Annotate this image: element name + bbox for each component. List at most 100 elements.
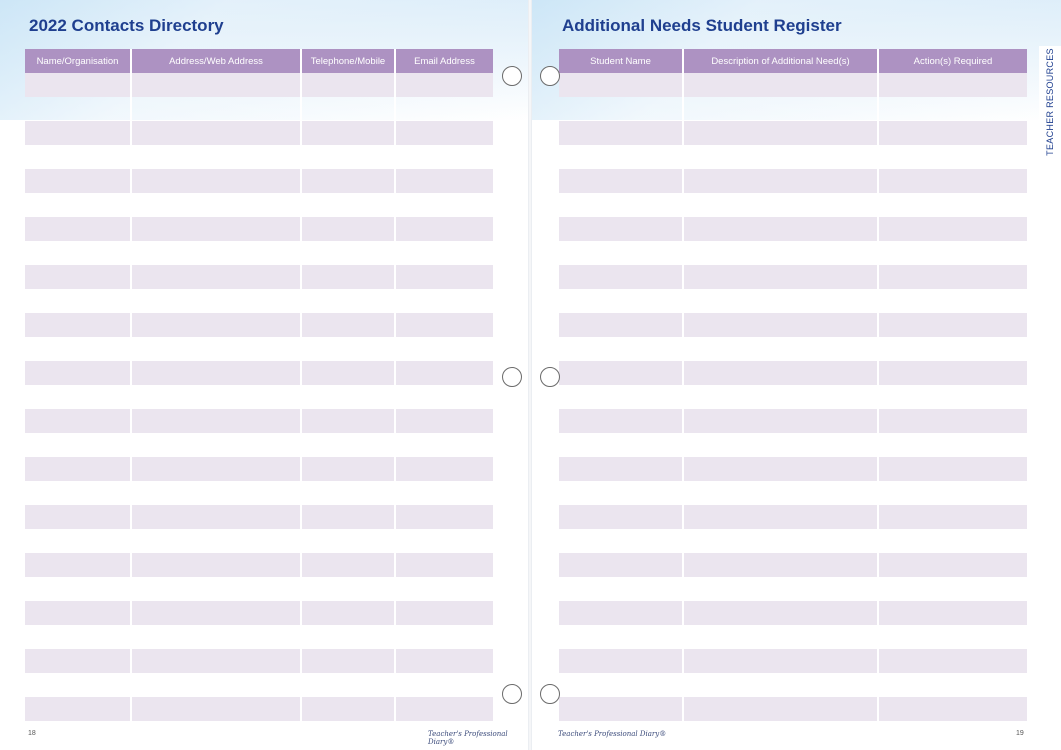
table-row xyxy=(559,265,1027,289)
table-cell xyxy=(25,505,132,529)
table-row xyxy=(25,481,493,505)
table-cell xyxy=(302,649,396,673)
page-number: 19 xyxy=(1016,730,1024,737)
table-cell xyxy=(132,169,302,193)
table-row xyxy=(25,673,493,697)
table-cell xyxy=(559,241,684,265)
table-cell xyxy=(302,313,396,337)
table-header-row: Student Name Description of Additional N… xyxy=(559,49,1027,73)
table-cell xyxy=(25,241,132,265)
table-row xyxy=(559,385,1027,409)
table-cell xyxy=(25,121,132,145)
table-cell xyxy=(302,73,396,97)
table-cell xyxy=(559,97,684,121)
table-cell xyxy=(684,97,879,121)
table-cell xyxy=(559,217,684,241)
table-row xyxy=(25,313,493,337)
table-cell xyxy=(302,193,396,217)
binder-hole xyxy=(502,684,522,704)
binder-hole xyxy=(502,66,522,86)
table-row xyxy=(559,697,1027,721)
table-cell xyxy=(25,601,132,625)
table-row xyxy=(559,505,1027,529)
table-cell xyxy=(302,361,396,385)
table-cell xyxy=(879,241,1027,265)
table-cell xyxy=(302,433,396,457)
table-cell xyxy=(302,169,396,193)
side-tab-label: TEACHER RESOURCES xyxy=(1045,48,1055,156)
table-cell xyxy=(559,193,684,217)
table-cell xyxy=(396,121,493,145)
table-row xyxy=(25,385,493,409)
binder-hole xyxy=(540,367,560,387)
table-cell xyxy=(684,529,879,553)
table-cell xyxy=(25,97,132,121)
table-cell xyxy=(132,121,302,145)
binder-hole xyxy=(502,367,522,387)
table-cell xyxy=(684,433,879,457)
table-cell xyxy=(684,673,879,697)
footer-brand: Teacher's Professional Diary® xyxy=(558,730,667,738)
table-cell xyxy=(879,73,1027,97)
table-cell xyxy=(684,577,879,601)
table-cell xyxy=(25,529,132,553)
table-cell xyxy=(25,337,132,361)
table-cell xyxy=(396,313,493,337)
table-row xyxy=(559,649,1027,673)
table-cell xyxy=(302,265,396,289)
table-cell xyxy=(132,241,302,265)
table-cell xyxy=(396,265,493,289)
table-cell xyxy=(879,649,1027,673)
table-cell xyxy=(559,457,684,481)
page-title: Additional Needs Student Register xyxy=(562,16,842,35)
table-row xyxy=(559,433,1027,457)
table-row xyxy=(559,553,1027,577)
student-register-table: Student Name Description of Additional N… xyxy=(559,49,1027,721)
table-cell xyxy=(25,169,132,193)
table-cell xyxy=(132,361,302,385)
table-row xyxy=(559,217,1027,241)
table-row xyxy=(25,577,493,601)
table-cell xyxy=(684,457,879,481)
table-cell xyxy=(879,577,1027,601)
table-cell xyxy=(132,625,302,649)
table-cell xyxy=(684,217,879,241)
table-row xyxy=(25,505,493,529)
column-header-email: Email Address xyxy=(396,49,493,73)
table-row xyxy=(25,145,493,169)
contacts-table: Name/Organisation Address/Web Address Te… xyxy=(25,49,493,721)
table-cell xyxy=(25,673,132,697)
table-row xyxy=(25,625,493,649)
table-cell xyxy=(132,385,302,409)
column-header-name: Name/Organisation xyxy=(25,49,132,73)
table-cell xyxy=(25,577,132,601)
table-cell xyxy=(302,625,396,649)
table-cell xyxy=(132,193,302,217)
table-cell xyxy=(302,505,396,529)
table-cell xyxy=(302,601,396,625)
table-row xyxy=(559,601,1027,625)
table-cell xyxy=(396,529,493,553)
table-row xyxy=(25,73,493,97)
table-cell xyxy=(879,97,1027,121)
table-cell xyxy=(879,217,1027,241)
table-row xyxy=(25,529,493,553)
table-row xyxy=(25,337,493,361)
table-cell xyxy=(132,337,302,361)
table-cell xyxy=(879,265,1027,289)
table-cell xyxy=(302,673,396,697)
table-cell xyxy=(132,433,302,457)
table-cell xyxy=(396,217,493,241)
table-cell xyxy=(879,553,1027,577)
table-cell xyxy=(559,409,684,433)
table-cell xyxy=(684,625,879,649)
column-header-actions: Action(s) Required xyxy=(879,49,1027,73)
table-cell xyxy=(132,145,302,169)
table-row xyxy=(25,361,493,385)
table-cell xyxy=(684,505,879,529)
table-cell xyxy=(132,553,302,577)
table-cell xyxy=(132,265,302,289)
table-cell xyxy=(559,121,684,145)
table-cell xyxy=(396,481,493,505)
table-cell xyxy=(684,649,879,673)
